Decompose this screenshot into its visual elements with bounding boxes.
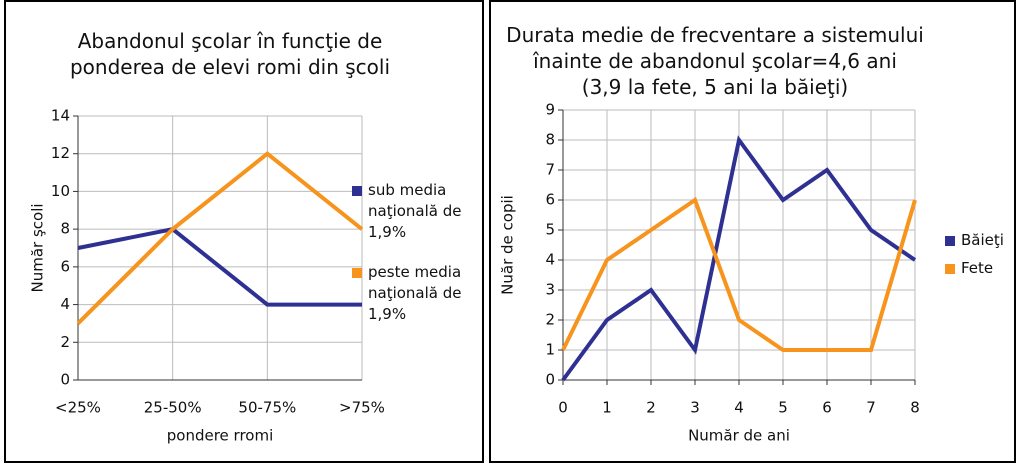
y-tick-label: 2 (60, 333, 70, 351)
y-axis-label: Număr şcoli (29, 203, 47, 292)
legend-label: peste media naţională de 1,9% (368, 263, 462, 323)
x-tick-label: 0 (558, 399, 568, 417)
y-tick-label: 9 (545, 101, 555, 119)
y-tick-label: 8 (545, 131, 555, 149)
legend-entry: Fete (945, 258, 1015, 279)
chart-title: Durata medie de frecventare a sistemului… (495, 22, 935, 100)
y-tick-label: 14 (51, 107, 70, 125)
y-tick-label: 4 (60, 295, 70, 313)
x-tick-label: 25-50% (144, 399, 202, 417)
x-axis-label: pondere rromi (167, 427, 274, 445)
legend-entry: Băieţi (945, 230, 1015, 251)
title-line: înainte de abandonul şcolar=4,6 ani (533, 49, 897, 73)
y-tick-label: 1 (545, 341, 555, 359)
x-tick-label: 8 (910, 399, 920, 417)
title-line: (3,9 la fete, 5 ani la băieţi) (581, 75, 849, 99)
y-tick-label: 10 (51, 182, 70, 200)
legend-swatch (352, 186, 362, 196)
legend-swatch (352, 268, 362, 278)
x-tick-label: 5 (778, 399, 788, 417)
series-line (77, 227, 362, 307)
x-tick-label: 50-75% (238, 399, 296, 417)
title-line: ponderea de elevi romi din şcoli (69, 55, 391, 79)
x-tick-label: 4 (734, 399, 744, 417)
series-line (76, 151, 364, 325)
y-tick-label: 12 (51, 144, 70, 162)
x-tick-label: 1 (602, 399, 612, 417)
y-tick-label: 4 (545, 251, 555, 269)
legend-swatch (945, 236, 955, 246)
x-tick-label: 7 (866, 399, 876, 417)
series-line (561, 135, 917, 382)
legend-swatch (945, 264, 955, 274)
y-tick-label: 6 (60, 257, 70, 275)
left-panel (4, 0, 484, 463)
x-tick-label: 3 (690, 399, 700, 417)
y-tick-label: 8 (60, 220, 70, 238)
x-tick-label: 6 (822, 399, 832, 417)
series-line (561, 196, 917, 352)
legend-label: Fete (961, 259, 994, 277)
right-panel (489, 0, 1016, 463)
y-tick-label: 5 (545, 221, 555, 239)
y-tick-label: 2 (545, 311, 555, 329)
y-axis-label: Nuăr de copii (499, 195, 517, 295)
legend-label: Băieţi (961, 231, 1004, 249)
y-tick-label: 7 (545, 161, 555, 179)
x-tick-label: 2 (646, 399, 656, 417)
title-line: Durata medie de frecventare a sistemului (506, 23, 924, 47)
y-tick-label: 0 (60, 371, 70, 389)
x-axis-label: Număr de ani (688, 427, 790, 445)
chart-title: Abandonul şcolar în funcţie de ponderea d… (20, 28, 440, 80)
title-line: Abandonul şcolar în funcţie de (77, 29, 383, 53)
y-tick-label: 3 (545, 281, 555, 299)
y-tick-label: 6 (545, 191, 555, 209)
legend-entry: peste media naţională de 1,9% (352, 262, 462, 325)
y-tick-label: 0 (545, 371, 555, 389)
x-tick-label: <25% (55, 399, 101, 417)
legend-label: sub media naţională de 1,9% (368, 181, 462, 241)
legend-entry: sub media naţională de 1,9% (352, 180, 462, 243)
x-tick-label: >75% (339, 399, 385, 417)
